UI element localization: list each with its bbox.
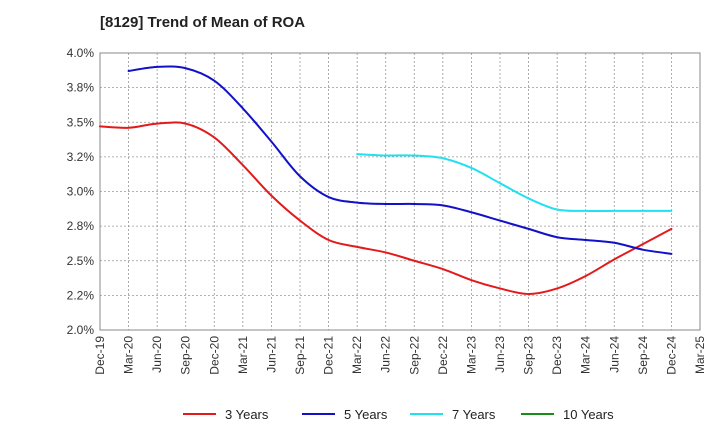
chart-title: [8129] Trend of Mean of ROA — [100, 14, 306, 31]
x-tick-label: Jun-23 — [493, 336, 507, 373]
y-tick-label: 3.5% — [67, 115, 95, 129]
y-tick-label: 3.8% — [67, 81, 95, 95]
x-tick-label: Mar-25 — [693, 336, 707, 374]
y-tick-label: 2.2% — [67, 288, 95, 302]
y-tick-label: 3.2% — [67, 150, 95, 164]
x-tick-label: Dec-23 — [550, 336, 564, 375]
y-tick-label: 2.8% — [67, 219, 95, 233]
x-tick-label: Mar-22 — [350, 336, 364, 374]
x-tick-label: Jun-20 — [150, 336, 164, 373]
x-tick-label: Sep-20 — [179, 336, 193, 375]
plot-area-frame — [99, 52, 701, 331]
axis-layer: 2.0% 2.2% 2.5% 2.8% 3.0% 3.2% 3.5% 3.8% 4.0% Dec-… — [67, 46, 707, 375]
y-tick-label: 2.5% — [67, 254, 95, 268]
series-line-7-years — [356, 153, 673, 212]
legend: 3 Years 5 Years 7 Years 10 Years — [183, 407, 614, 422]
legend-label-5-years: 5 Years — [344, 407, 388, 422]
x-tick-label: Jun-24 — [607, 336, 621, 373]
x-tick-label: Sep-21 — [293, 336, 307, 375]
legend-label-3-years: 3 Years — [225, 407, 269, 422]
y-tick-label: 2.0% — [67, 323, 95, 337]
x-tick-label: Jun-22 — [379, 336, 393, 373]
x-tick-label: Jun-21 — [264, 336, 278, 373]
x-tick-label: Mar-20 — [122, 336, 136, 374]
x-tick-label: Mar-23 — [464, 336, 478, 374]
y-tick-label: 3.0% — [67, 185, 95, 199]
x-tick-label: Sep-23 — [522, 336, 536, 375]
x-tick-label: Mar-24 — [579, 336, 593, 374]
series-line-3-years — [99, 121, 673, 295]
x-tick-label: Dec-22 — [436, 336, 450, 375]
x-tick-label: Sep-24 — [636, 336, 650, 375]
x-tick-label: Mar-21 — [236, 336, 250, 374]
x-tick-label: Dec-24 — [664, 336, 678, 375]
grid-layer — [100, 53, 700, 330]
x-tick-label: Dec-20 — [207, 336, 221, 375]
x-tick-label: Dec-21 — [322, 336, 336, 375]
series-layer — [99, 65, 673, 295]
series-line-5-years — [127, 65, 673, 255]
legend-label-7-years: 7 Years — [452, 407, 496, 422]
x-tick-label: Dec-19 — [93, 336, 107, 375]
legend-label-10-years: 10 Years — [563, 407, 614, 422]
x-tick-label: Sep-22 — [407, 336, 421, 375]
y-tick-label: 4.0% — [67, 46, 95, 60]
